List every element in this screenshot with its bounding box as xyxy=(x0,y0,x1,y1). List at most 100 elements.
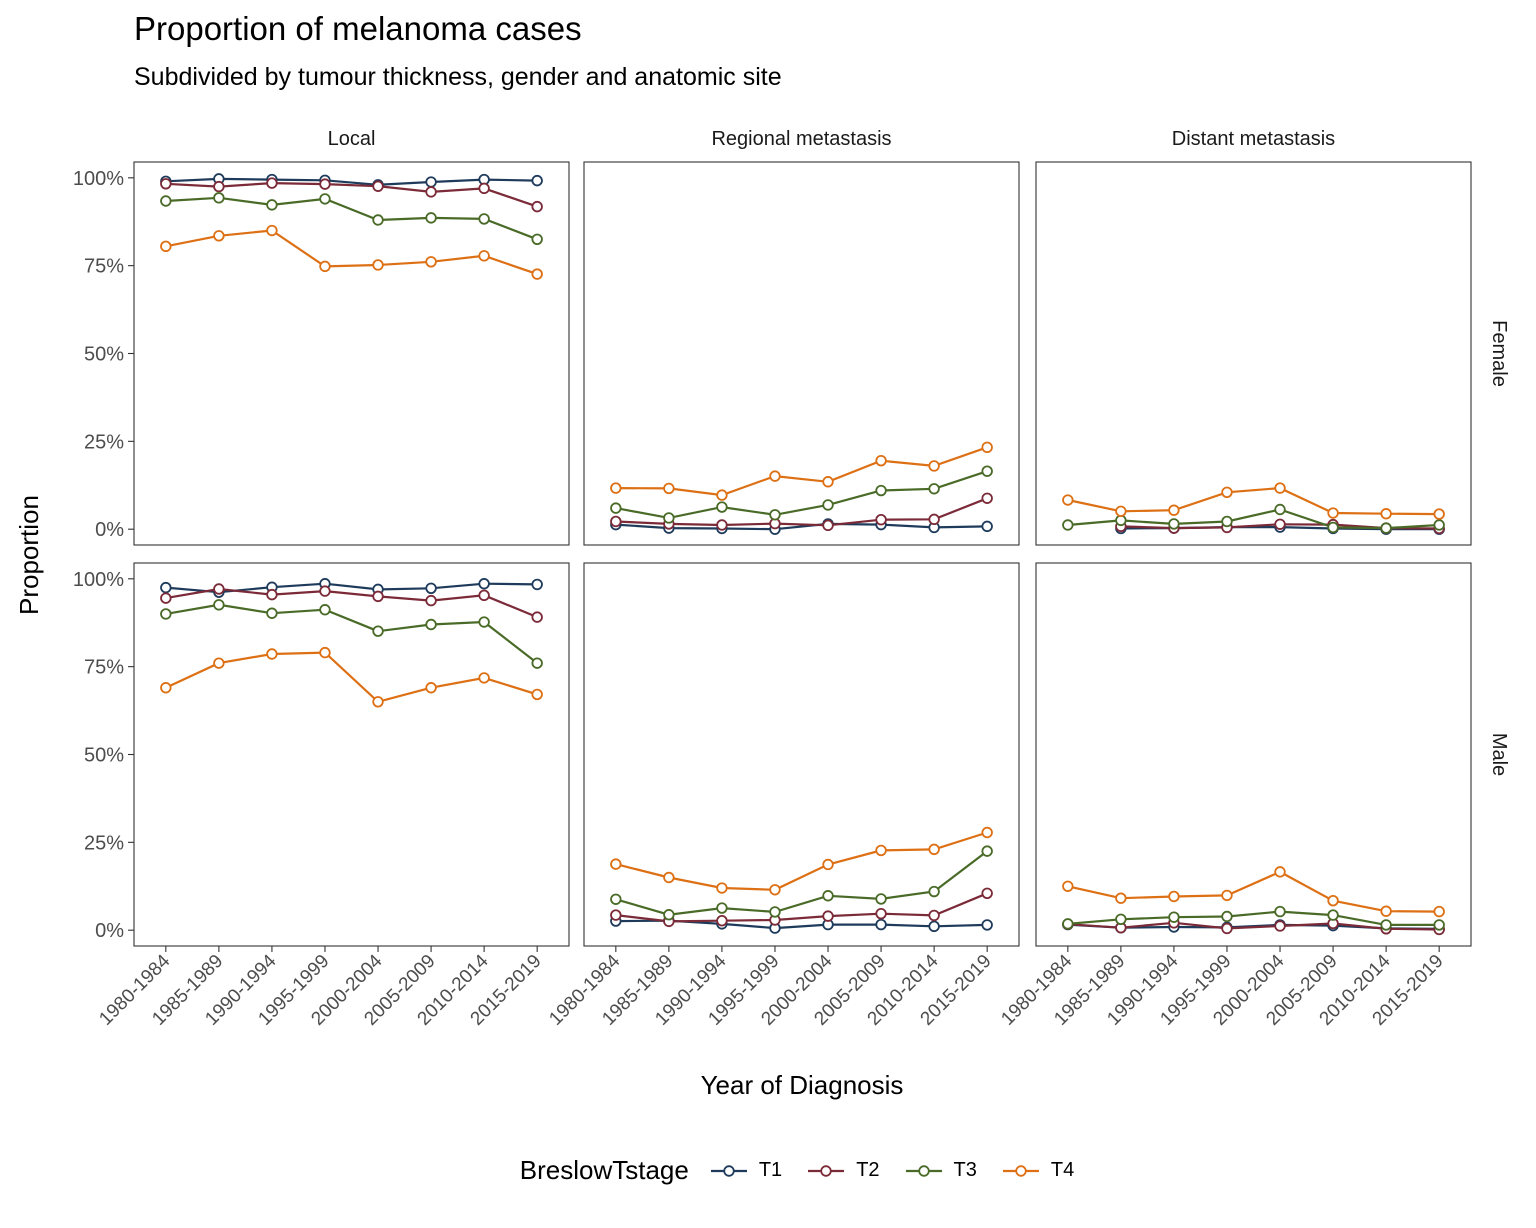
data-point xyxy=(1327,894,1339,907)
data-point xyxy=(928,920,940,933)
data-point xyxy=(981,465,993,477)
y-tick-label: 50% xyxy=(84,344,124,366)
data-point xyxy=(1380,508,1392,520)
data-point xyxy=(531,611,543,623)
series-line xyxy=(165,196,538,241)
data-point xyxy=(425,256,437,268)
data-point xyxy=(875,844,887,857)
data-point xyxy=(1327,521,1339,534)
data-point xyxy=(928,909,940,922)
data-point xyxy=(1062,918,1074,930)
legend-item: T2 xyxy=(804,1156,880,1186)
data-point xyxy=(1221,910,1233,923)
data-point xyxy=(663,512,675,524)
data-point xyxy=(981,845,993,857)
data-point xyxy=(372,590,384,603)
y-tick-label: 50% xyxy=(84,745,124,767)
data-point xyxy=(1380,919,1392,931)
data-point xyxy=(822,476,834,488)
data-point xyxy=(266,607,278,619)
faceted-line-chart: Local Regional metastasis Distant metastas… xyxy=(14,128,1510,1100)
data-point xyxy=(266,224,278,237)
series-line xyxy=(1067,870,1440,913)
data-point xyxy=(372,214,384,226)
facet-column-label: Distant metastasis xyxy=(1172,128,1335,150)
legend-item: T4 xyxy=(999,1156,1074,1186)
data-point xyxy=(478,250,490,262)
series-line xyxy=(615,522,988,531)
x-axis-title: Year of Diagnosis xyxy=(701,1070,904,1100)
data-point xyxy=(319,585,331,597)
data-point xyxy=(160,608,172,620)
data-point xyxy=(1115,505,1127,517)
data-point xyxy=(266,588,278,601)
series-line xyxy=(615,497,988,527)
data-point xyxy=(928,483,940,495)
data-point xyxy=(1274,920,1286,932)
data-point xyxy=(928,513,940,526)
panel-border xyxy=(1035,562,1472,947)
data-point xyxy=(213,583,225,595)
data-point xyxy=(716,902,728,914)
data-point xyxy=(1380,522,1392,534)
data-point xyxy=(1168,890,1180,903)
legend-key xyxy=(710,1164,747,1177)
data-point xyxy=(213,230,225,242)
legend-key xyxy=(905,1164,942,1177)
data-point xyxy=(1221,515,1233,528)
data-point xyxy=(1433,508,1445,520)
data-point xyxy=(372,259,384,271)
data-point xyxy=(875,484,887,497)
series-line xyxy=(1067,486,1440,516)
data-point xyxy=(1274,905,1286,918)
legend-item: T3 xyxy=(902,1156,977,1186)
data-point xyxy=(531,688,543,701)
data-point xyxy=(531,200,543,213)
data-point xyxy=(531,268,543,280)
data-point xyxy=(425,212,437,224)
data-point xyxy=(981,887,993,899)
panel-border xyxy=(1035,161,1472,546)
legend-title: BreslowTstage xyxy=(519,1155,689,1185)
data-point xyxy=(160,581,172,594)
series-line xyxy=(165,651,538,704)
data-point xyxy=(1327,909,1339,921)
facet-row-label: Male xyxy=(1488,733,1510,776)
series-line xyxy=(165,582,538,594)
data-point xyxy=(1115,514,1127,527)
series-line xyxy=(1067,508,1440,530)
data-point xyxy=(425,176,437,188)
legend-items: T1 T2 T3 T4 xyxy=(707,1156,1096,1186)
data-point xyxy=(769,906,781,918)
series-line xyxy=(165,603,538,664)
data-point xyxy=(875,514,887,526)
y-tick-label: 25% xyxy=(84,832,124,854)
data-point xyxy=(160,178,172,190)
data-point xyxy=(822,910,834,922)
data-point xyxy=(716,882,728,894)
data-point xyxy=(716,501,728,513)
data-point xyxy=(160,195,172,207)
data-point xyxy=(610,893,622,905)
data-point xyxy=(769,470,781,482)
legend-item: T1 xyxy=(707,1156,782,1186)
data-point xyxy=(1274,482,1286,494)
data-point xyxy=(1327,507,1339,519)
data-point xyxy=(1168,911,1180,923)
data-point xyxy=(610,515,622,528)
series-line xyxy=(165,229,538,276)
data-point xyxy=(1221,889,1233,902)
data-point xyxy=(716,489,728,501)
legend-label: T1 xyxy=(758,1159,783,1181)
legend-key-point xyxy=(723,1164,735,1177)
data-point xyxy=(160,240,172,253)
series-line xyxy=(165,177,538,186)
data-point xyxy=(769,509,781,521)
chart-title: Proportion of melanoma cases xyxy=(134,10,582,47)
series-line xyxy=(1067,910,1440,926)
data-point xyxy=(478,213,490,225)
legend-key-point xyxy=(917,1164,930,1177)
data-point xyxy=(822,519,834,532)
data-point xyxy=(875,893,887,905)
data-point xyxy=(1274,866,1286,878)
